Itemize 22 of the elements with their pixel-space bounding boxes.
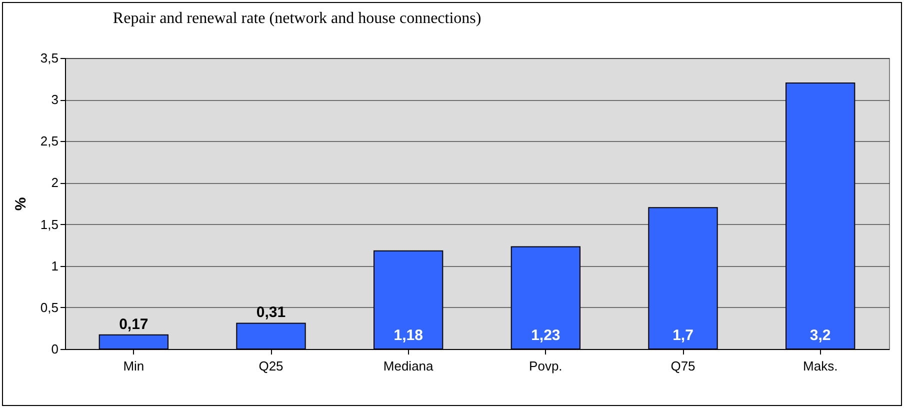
x-tick-label: Maks. — [802, 358, 838, 374]
x-tick-label: Q25 — [258, 358, 284, 374]
y-tick-label: 1 — [51, 258, 58, 274]
y-tick-label: 3 — [51, 92, 58, 108]
chart-title: Repair and renewal rate (network and house connections) — [112, 10, 482, 27]
x-tick-label: Mediana — [383, 358, 434, 374]
x-tick-label: Min — [123, 358, 144, 374]
y-tick-label: 2 — [51, 175, 58, 190]
y-tick-label: 1,5 — [40, 216, 58, 232]
data-label: 1,23 — [531, 327, 560, 344]
data-label: 3,2 — [810, 327, 831, 344]
data-label: 1,7 — [672, 327, 694, 344]
x-tick-label: Povp. — [529, 358, 562, 374]
data-label: 0,17 — [119, 316, 148, 333]
x-tick-label: Q75 — [670, 358, 696, 374]
y-tick-label: 3,5 — [40, 50, 58, 66]
y-tick-label: 0,5 — [40, 300, 58, 315]
data-label: 0,31 — [256, 304, 286, 322]
y-tick-label: 0 — [51, 342, 58, 356]
data-label: 1,18 — [394, 327, 423, 344]
y-tick-label: 2,5 — [40, 134, 58, 149]
y-axis-title: % — [12, 197, 30, 211]
